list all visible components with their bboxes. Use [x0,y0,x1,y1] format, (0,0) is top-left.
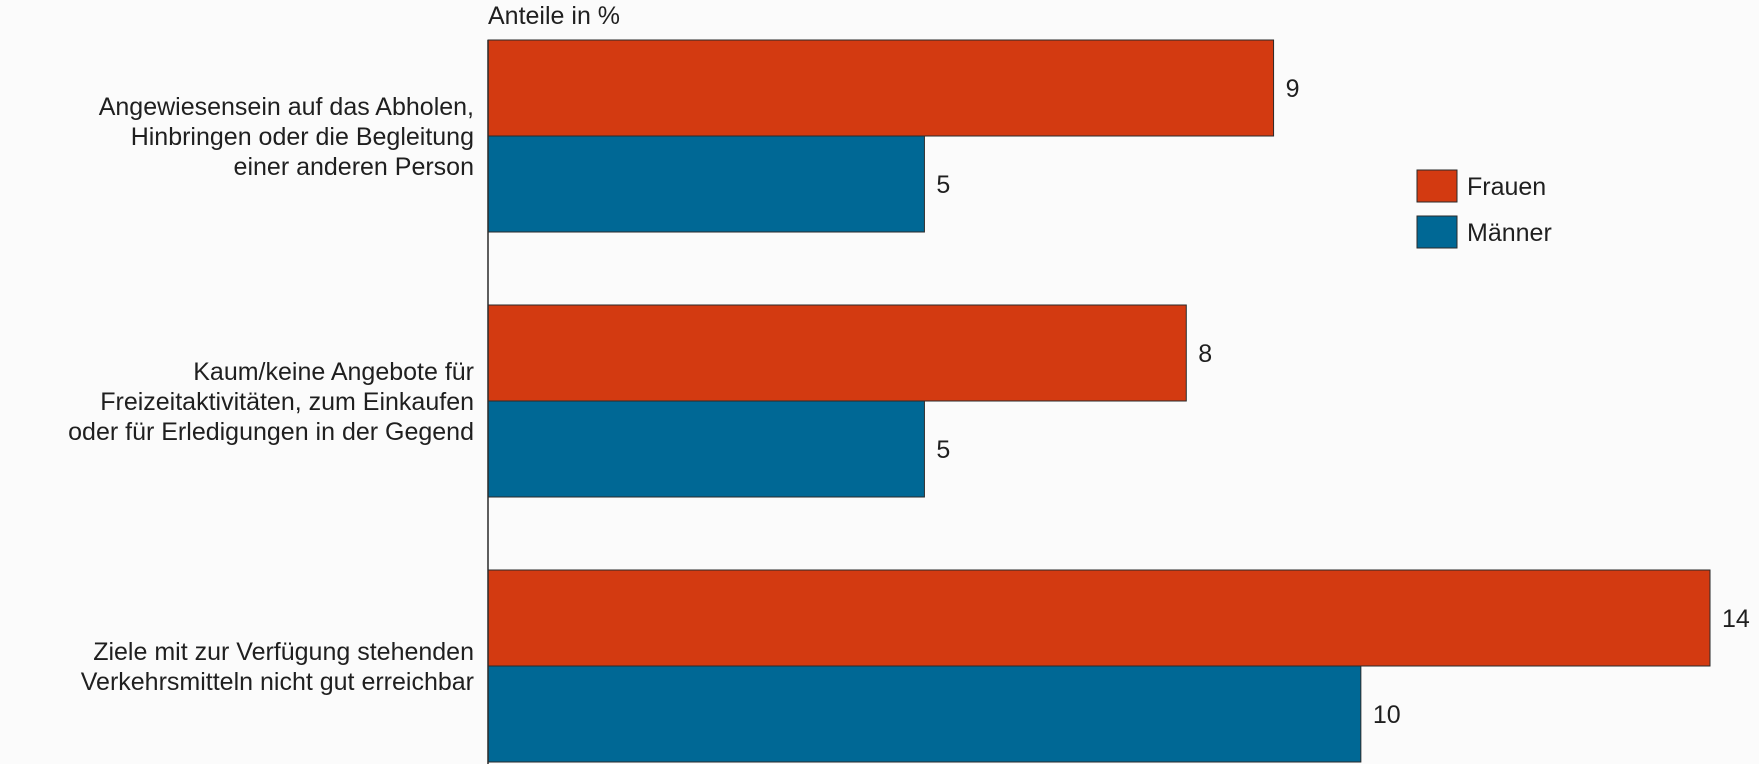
bars-layer [487,39,1711,763]
value-label-frauen-1: 9 [1286,75,1300,103]
legend-swatch-männer [1416,215,1458,249]
category-label-line: Freizeitaktivitäten, zum Einkaufen [100,388,474,416]
value-label-frauen-2: 8 [1198,340,1212,368]
category-labels: Angewiesensein auf das Abholen, Hinbringe… [68,93,474,696]
value-label-männer-2: 5 [936,436,950,464]
category-label-line: Ziele mit zur Verfügung stehenden [93,638,474,666]
legend-label-männer: Männer [1467,219,1552,247]
category-label-line: oder für Erledigungen in der Gegend [68,418,474,446]
category-label-line: Verkehrsmitteln nicht gut erreichbar [81,668,474,696]
bar-frauen-2 [487,304,1187,402]
value-label-frauen-3: 14 [1722,605,1750,633]
category-label-line: Hinbringen oder die Begleitung [131,123,474,151]
category-label-2: Kaum/keine Angebote für Freizeitaktivität… [68,358,474,446]
category-label-line: Kaum/keine Angebote für [193,358,474,386]
bar-frauen-3 [487,569,1711,667]
category-label-3: Ziele mit zur Verfügung stehenden Verkehr… [81,638,474,696]
category-label-line: einer anderen Person [234,153,474,181]
category-label-line: Angewiesensein auf das Abholen, [99,93,474,121]
value-label-männer-1: 5 [936,171,950,199]
bar-frauen-1 [487,39,1275,137]
value-labels: 9 5 8 5 14 10 [936,75,1749,729]
value-label-männer-3: 10 [1373,701,1401,729]
legend-swatch-frauen [1416,169,1458,203]
bar-männer-3 [487,665,1362,763]
category-label-1: Angewiesensein auf das Abholen, Hinbringe… [99,93,474,181]
legend-label-frauen: Frauen [1467,173,1546,201]
legend: Frauen Männer [1416,169,1552,249]
bar-männer-1 [487,135,925,233]
bar-männer-2 [487,400,925,498]
unit-label: Anteile in % [488,2,620,30]
